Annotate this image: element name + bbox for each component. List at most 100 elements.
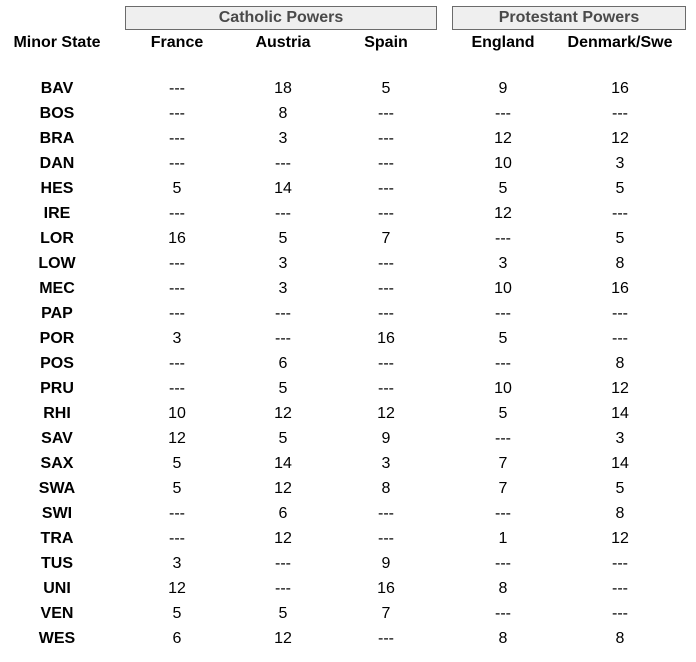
cell-denmark-swe: 8 xyxy=(615,505,625,522)
cell-denmark-swe: --- xyxy=(612,605,628,622)
state-code-cell: BAV xyxy=(40,80,74,97)
cell-france: --- xyxy=(169,505,185,522)
cell-austria: 3 xyxy=(278,255,288,272)
cell-france: 5 xyxy=(172,455,182,472)
cell-spain: --- xyxy=(378,355,394,372)
cell-denmark-swe: 12 xyxy=(611,380,629,397)
cell-austria: 14 xyxy=(274,180,292,197)
cell-england: --- xyxy=(495,355,511,372)
state-code-cell: POR xyxy=(39,330,75,347)
cell-austria: 12 xyxy=(274,405,292,422)
cell-spain: --- xyxy=(378,280,394,297)
cell-france: --- xyxy=(169,280,185,297)
cell-denmark-swe: 5 xyxy=(615,180,625,197)
cell-france: 12 xyxy=(168,430,186,447)
cell-spain: 9 xyxy=(381,430,391,447)
cell-spain: 5 xyxy=(381,80,391,97)
cell-denmark-swe: 14 xyxy=(611,455,629,472)
cell-denmark-swe: 8 xyxy=(615,355,625,372)
state-code-cell: DAN xyxy=(39,155,75,172)
cell-austria: --- xyxy=(275,205,291,222)
state-code-cell: BOS xyxy=(39,105,75,122)
cell-england: 7 xyxy=(498,455,508,472)
cell-england: 10 xyxy=(494,380,512,397)
state-code-cell: PAP xyxy=(41,305,73,322)
state-code-cell: MEC xyxy=(39,280,75,297)
cell-austria: 5 xyxy=(278,430,288,447)
cell-austria: 5 xyxy=(278,380,288,397)
cell-austria: 12 xyxy=(274,480,292,497)
cell-austria: 14 xyxy=(274,455,292,472)
cell-denmark-swe: 16 xyxy=(611,80,629,97)
cell-spain: 7 xyxy=(381,230,391,247)
cell-england: 5 xyxy=(498,405,508,422)
cell-austria: --- xyxy=(275,155,291,172)
cell-france: 3 xyxy=(172,330,182,347)
cell-austria: 12 xyxy=(274,530,292,547)
cell-england: 12 xyxy=(494,130,512,147)
cell-france: 5 xyxy=(172,480,182,497)
header-austria: Austria xyxy=(255,34,311,51)
cell-france: 10 xyxy=(168,405,186,422)
cell-denmark-swe: --- xyxy=(612,305,628,322)
state-code-cell: BRA xyxy=(39,130,75,147)
cell-france: 5 xyxy=(172,180,182,197)
cell-denmark-swe: 8 xyxy=(615,630,625,647)
cell-spain: --- xyxy=(378,255,394,272)
cell-france: --- xyxy=(169,130,185,147)
cell-england: --- xyxy=(495,505,511,522)
header-minor-state: Minor State xyxy=(13,34,101,51)
cell-france: 16 xyxy=(168,230,186,247)
state-code-cell: SAX xyxy=(40,455,74,472)
cell-england: 10 xyxy=(494,280,512,297)
cell-france: --- xyxy=(169,305,185,322)
cell-france: --- xyxy=(169,155,185,172)
cell-spain: --- xyxy=(378,130,394,147)
cell-england: --- xyxy=(495,230,511,247)
cell-austria: 5 xyxy=(278,605,288,622)
state-code-cell: WES xyxy=(38,630,76,647)
cell-austria: 6 xyxy=(278,505,288,522)
group-header-protestant-powers: Protestant Powers xyxy=(452,6,686,30)
cell-austria: --- xyxy=(275,555,291,572)
cell-austria: 8 xyxy=(278,105,288,122)
cell-spain: 12 xyxy=(377,405,395,422)
cell-denmark-swe: 3 xyxy=(615,430,625,447)
state-code-cell: LOW xyxy=(38,255,76,272)
cell-france: 6 xyxy=(172,630,182,647)
cell-spain: --- xyxy=(378,505,394,522)
state-code-cell: PRU xyxy=(40,380,74,397)
cell-denmark-swe: 14 xyxy=(611,405,629,422)
cell-england: 9 xyxy=(498,80,508,97)
cell-spain: 3 xyxy=(381,455,391,472)
cell-austria: --- xyxy=(275,305,291,322)
cell-england: 5 xyxy=(498,180,508,197)
cell-england: 8 xyxy=(498,580,508,597)
cell-austria: 5 xyxy=(278,230,288,247)
cell-france: --- xyxy=(169,355,185,372)
state-code-cell: UNI xyxy=(43,580,71,597)
cell-england: 10 xyxy=(494,155,512,172)
cell-spain: --- xyxy=(378,180,394,197)
cell-spain: 16 xyxy=(377,580,395,597)
cell-england: --- xyxy=(495,605,511,622)
cell-england: --- xyxy=(495,305,511,322)
state-code-cell: RHI xyxy=(43,405,71,422)
cell-france: --- xyxy=(169,255,185,272)
cell-denmark-swe: --- xyxy=(612,580,628,597)
cell-spain: 9 xyxy=(381,555,391,572)
cell-spain: --- xyxy=(378,155,394,172)
cell-denmark-swe: 3 xyxy=(615,155,625,172)
state-code-cell: POS xyxy=(40,355,74,372)
cell-austria: --- xyxy=(275,330,291,347)
cell-france: 12 xyxy=(168,580,186,597)
group-header-catholic-powers: Catholic Powers xyxy=(125,6,437,30)
cell-austria: 12 xyxy=(274,630,292,647)
cell-france: --- xyxy=(169,80,185,97)
cell-austria: 6 xyxy=(278,355,288,372)
cell-spain: --- xyxy=(378,305,394,322)
cell-france: --- xyxy=(169,105,185,122)
cell-denmark-swe: --- xyxy=(612,330,628,347)
cell-spain: 7 xyxy=(381,605,391,622)
cell-spain: --- xyxy=(378,630,394,647)
